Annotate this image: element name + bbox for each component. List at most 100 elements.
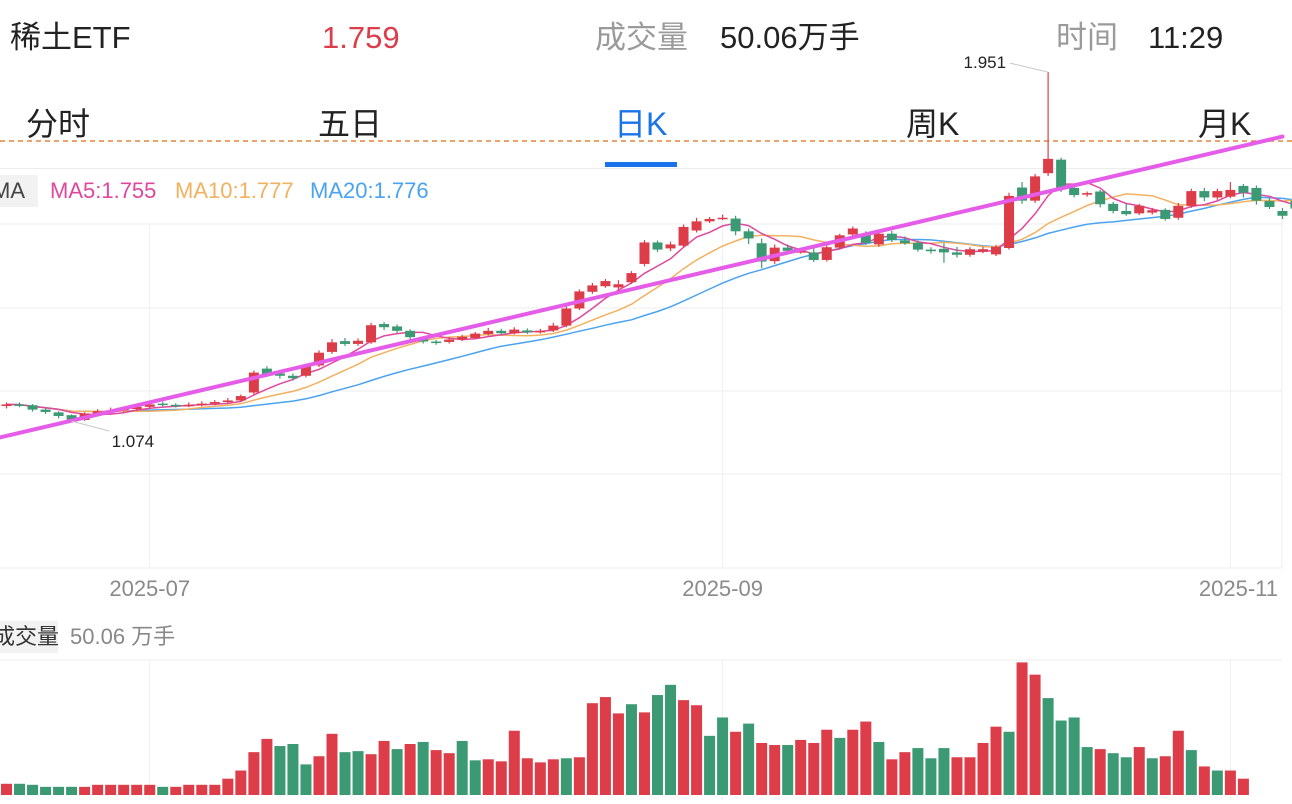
candle-body xyxy=(1056,159,1067,190)
volume-bar xyxy=(1120,757,1132,795)
volume-bar xyxy=(352,751,364,795)
candle xyxy=(665,241,676,252)
candle xyxy=(353,338,364,346)
volume-bar xyxy=(313,756,325,795)
volume-bar xyxy=(27,784,39,795)
volume-bar xyxy=(53,786,65,795)
candle-body xyxy=(613,284,624,288)
candle-body xyxy=(665,244,676,249)
volume-bar xyxy=(66,786,78,795)
volume-bar xyxy=(417,741,429,795)
volume-bar xyxy=(300,764,312,795)
volume-bar xyxy=(443,753,455,795)
candle xyxy=(548,322,559,332)
low-price-label: 1.074 xyxy=(112,432,155,451)
candle xyxy=(951,246,962,258)
volume-bar xyxy=(573,757,585,795)
candle-body xyxy=(1199,191,1210,198)
volume-bar xyxy=(157,786,169,795)
volume-bar xyxy=(730,731,742,795)
candle xyxy=(1186,188,1197,208)
candle-body xyxy=(496,330,507,334)
candle xyxy=(978,246,988,254)
candle-body xyxy=(1082,193,1093,195)
candle-body xyxy=(131,406,142,410)
volume-bar xyxy=(704,735,716,795)
volume-panel-value: 50.06 万手 xyxy=(70,624,176,649)
volume-bar xyxy=(430,750,442,795)
tab-daily-k[interactable]: 日K xyxy=(614,106,668,142)
candle-body xyxy=(340,341,351,344)
candle-body xyxy=(704,218,715,222)
candle xyxy=(1199,187,1210,202)
volume-bar xyxy=(495,761,507,795)
candle-body xyxy=(431,341,442,344)
volume-bar xyxy=(873,741,885,795)
candle-body xyxy=(730,218,741,232)
volume-bar xyxy=(1081,747,1093,795)
volume-bar xyxy=(131,784,143,795)
high-annotation-leader xyxy=(1009,62,1049,73)
candle xyxy=(730,215,741,236)
tab-monthly-k[interactable]: 月K xyxy=(1198,106,1252,142)
candle-body xyxy=(1095,191,1106,205)
volume-bar xyxy=(196,784,208,795)
volume-bar xyxy=(248,752,260,795)
volume-bar xyxy=(665,684,677,795)
candle-body xyxy=(366,325,377,343)
ma-indicator-button[interactable]: MA xyxy=(0,175,38,207)
candle-body xyxy=(1121,211,1132,215)
candle-body xyxy=(1108,203,1119,212)
candle xyxy=(457,334,468,342)
volume-bar xyxy=(899,752,911,795)
candle xyxy=(639,240,650,267)
tab-intraday[interactable]: 分时 xyxy=(26,106,91,142)
candle-body xyxy=(457,336,468,340)
candle xyxy=(1147,207,1158,215)
candle xyxy=(157,401,168,407)
volume-bar xyxy=(860,721,872,795)
candle xyxy=(170,403,181,408)
volume-bar xyxy=(847,729,859,795)
volume-bar xyxy=(209,784,221,795)
candle xyxy=(379,322,390,331)
candle xyxy=(1251,185,1262,205)
candle xyxy=(912,240,923,252)
volume-bar xyxy=(1016,662,1028,795)
candle xyxy=(496,328,507,335)
ma10-value: MA10:1.777 xyxy=(175,178,294,203)
volume-bar xyxy=(756,742,768,795)
candle-body xyxy=(899,240,910,244)
x-axis-label: 2025-11 xyxy=(1199,576,1278,601)
tab-weekly-k[interactable]: 周K xyxy=(906,106,960,142)
candle-body xyxy=(782,247,793,251)
volume-bar xyxy=(1211,770,1223,795)
candle xyxy=(1173,203,1184,220)
candle-body xyxy=(991,246,1002,255)
candle-body xyxy=(639,242,650,264)
candle-body xyxy=(1212,191,1223,198)
candle xyxy=(248,370,259,395)
volume-bar xyxy=(1172,730,1184,795)
candle xyxy=(222,398,233,404)
volume-bar xyxy=(1159,756,1171,795)
ma5-line xyxy=(6,181,1292,416)
x-axis-label: 2025-07 xyxy=(109,576,190,601)
candle xyxy=(405,329,416,340)
candle-body xyxy=(821,247,832,260)
volume-bar xyxy=(912,748,924,795)
candle-body xyxy=(509,329,520,334)
volume-indicator-button[interactable]: 成交量 xyxy=(0,621,58,653)
volume-bar xyxy=(951,757,963,795)
volume-bar xyxy=(599,697,611,795)
candle xyxy=(522,328,533,334)
candle xyxy=(1017,181,1028,204)
tab-five-day[interactable]: 五日 xyxy=(318,106,383,142)
candle-body xyxy=(1251,187,1262,201)
high-price-label: 1.951 xyxy=(964,53,1007,72)
candle-body xyxy=(261,368,272,375)
volume-bar xyxy=(1133,747,1145,795)
candle-body xyxy=(951,252,962,255)
candle-body xyxy=(600,281,611,287)
